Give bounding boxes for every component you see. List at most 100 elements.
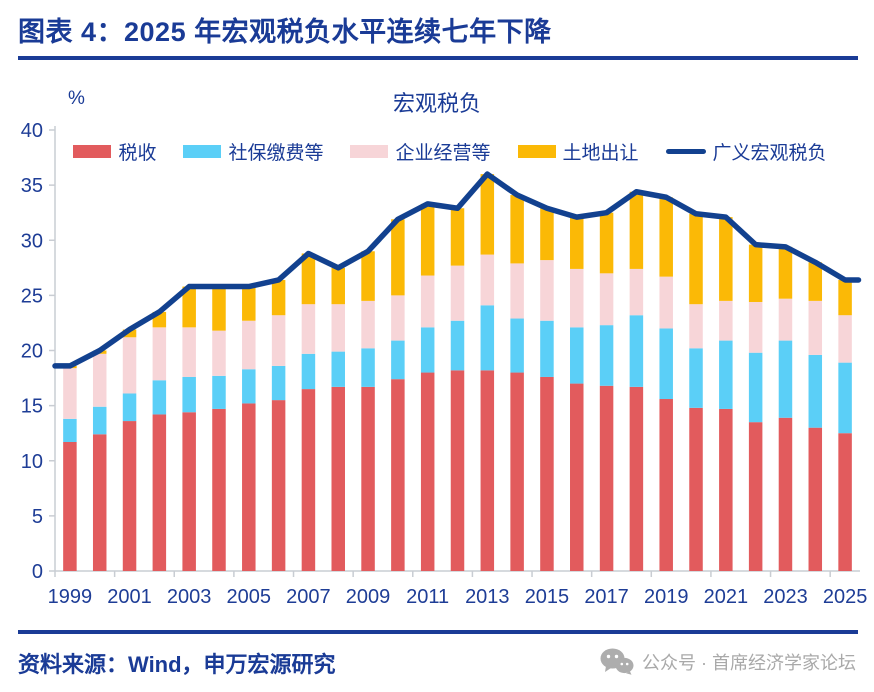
bar-segment-土地出让 [689, 213, 703, 305]
bar-segment-土地出让 [122, 329, 137, 338]
bar-segment-税收 [152, 414, 167, 571]
legend-item: 土地出让 [517, 138, 639, 165]
x-axis-tick-label: 2003 [167, 586, 212, 608]
bar-segment-社保缴费等 [510, 318, 524, 373]
x-axis-tick-label: 2001 [107, 586, 152, 608]
bar-segment-税收 [838, 433, 852, 571]
bar-segment-企业经营等 [719, 300, 733, 341]
bar-segment-土地出让 [271, 279, 286, 316]
y-axis-tick-label: 20 [21, 341, 43, 363]
bar-segment-税收 [391, 379, 405, 571]
bar-segment-社保缴费等 [361, 348, 375, 387]
legend-line-swatch [665, 149, 706, 154]
y-axis-tick-label: 30 [21, 230, 43, 252]
bar-segment-土地出让 [838, 279, 852, 316]
bar-segment-企业经营等 [212, 330, 226, 376]
page-title: 图表 4：2025 年宏观税负水平连续七年下降 [18, 17, 552, 47]
bar-segment-企业经营等 [480, 254, 495, 306]
legend-item: 税收 [73, 138, 156, 165]
legend-item: 企业经营等 [350, 138, 491, 165]
bar-segment-企业经营等 [301, 304, 316, 354]
legend-color-swatch [517, 145, 556, 158]
bar-segment-税收 [122, 421, 137, 571]
x-axis-tick-label: 2017 [584, 586, 629, 608]
bar-segment-社保缴费等 [450, 320, 465, 371]
x-axis-tick-label: 2011 [406, 586, 449, 608]
y-axis-tick-label: 25 [21, 285, 43, 307]
legend-color-swatch [350, 145, 389, 158]
bar-segment-税收 [629, 386, 644, 571]
bar-segment-社保缴费等 [63, 418, 77, 443]
footer-divider [18, 630, 858, 634]
bar-segment-土地出让 [510, 195, 524, 264]
bar-segment-税收 [599, 385, 614, 571]
bar-segment-税收 [63, 442, 77, 571]
legend-label: 广义宏观税负 [712, 143, 827, 164]
y-axis-tick-label: 40 [21, 120, 43, 142]
bar-segment-税收 [659, 399, 673, 571]
y-axis-tick-label: 15 [21, 396, 43, 418]
bar-segment-社保缴费等 [122, 393, 137, 422]
bar-segment-企业经营等 [242, 320, 256, 370]
bar-segment-土地出让 [748, 244, 763, 302]
legend-label: 税收 [118, 143, 157, 164]
bar-segment-企业经营等 [748, 301, 763, 353]
bar-segment-土地出让 [629, 191, 644, 269]
bar-segment-税收 [719, 408, 733, 571]
bar-segment-土地出让 [570, 217, 584, 269]
bar-segment-社保缴费等 [659, 328, 673, 400]
bar-segment-土地出让 [212, 286, 226, 331]
bar-segment-税收 [92, 434, 107, 571]
legend-label: 企业经营等 [395, 143, 491, 164]
bar-segment-社保缴费等 [480, 305, 495, 371]
bar-segment-税收 [361, 386, 375, 571]
x-axis-tick-label: 2013 [465, 586, 510, 608]
bar-segment-社保缴费等 [689, 348, 703, 408]
bar-segment-社保缴费等 [92, 406, 107, 435]
bar-segment-土地出让 [391, 219, 405, 296]
bar-segment-税收 [331, 386, 345, 571]
bar-segment-税收 [689, 407, 703, 571]
bar-segment-税收 [450, 370, 465, 571]
bar-segment-社保缴费等 [540, 320, 554, 377]
legend-item: 社保缴费等 [183, 138, 323, 165]
bar-segment-税收 [748, 422, 763, 571]
bar-segment-土地出让 [242, 286, 256, 321]
bar-segment-社保缴费等 [271, 365, 286, 401]
source-note: 资料来源：Wind，申万宏源研究 [18, 652, 336, 677]
bar-segment-社保缴费等 [719, 340, 733, 409]
bar-segment-土地出让 [301, 253, 316, 305]
bar-segment-税收 [301, 389, 316, 571]
bar-segment-社保缴费等 [838, 362, 852, 434]
bar-segment-社保缴费等 [778, 340, 793, 418]
bar-segment-企业经营等 [570, 268, 584, 328]
bar-segment-社保缴费等 [301, 353, 316, 390]
y-axis-tick-label: 5 [32, 506, 43, 528]
wechat-account-label: 公众号 · 首席经济学家论坛 [642, 652, 856, 673]
bar-segment-土地出让 [361, 251, 375, 301]
bar-segment-社保缴费等 [242, 369, 256, 404]
y-axis-unit-label: % [68, 88, 85, 109]
bar-segment-土地出让 [808, 262, 823, 301]
x-axis-tick-label: 2019 [644, 586, 689, 608]
bar-segment-土地出让 [659, 197, 673, 277]
bar-segment-税收 [420, 372, 435, 571]
x-axis-tick-label: 2025 [823, 586, 868, 608]
bar-segment-社保缴费等 [629, 315, 644, 387]
x-axis-tick-label: 2021 [704, 586, 749, 608]
bar-segment-税收 [808, 427, 823, 571]
bar-segment-企业经营等 [808, 300, 823, 355]
bar-segment-企业经营等 [331, 304, 345, 352]
bar-segment-土地出让 [420, 203, 435, 276]
bar-segment-土地出让 [540, 208, 554, 261]
bar-segment-企业经营等 [540, 260, 554, 321]
x-axis-tick-label: 2015 [525, 586, 570, 608]
bar-segment-土地出让 [450, 208, 465, 266]
bar-segment-企业经营等 [778, 298, 793, 341]
bar-segment-企业经营等 [689, 304, 703, 349]
wechat-banner: 公众号 · 首席经济学家论坛 [600, 648, 856, 675]
bar-segment-企业经营等 [122, 337, 137, 394]
y-axis-tick-label: 35 [21, 175, 43, 197]
